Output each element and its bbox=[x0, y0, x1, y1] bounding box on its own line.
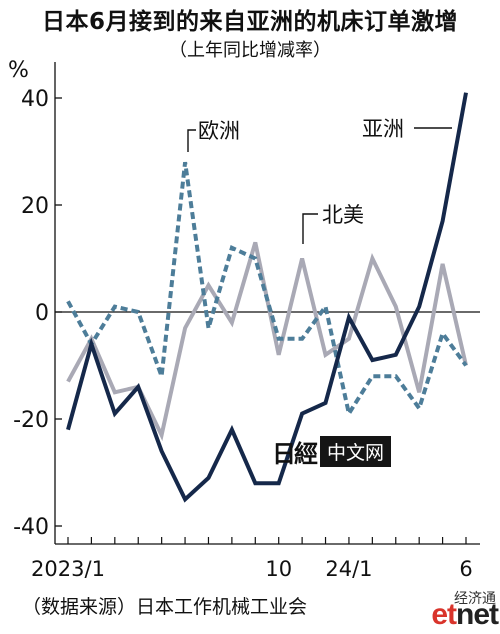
chart-subtitle: （上年同比增减率） bbox=[169, 40, 331, 61]
etnet-cn-name: 经济通 bbox=[454, 591, 496, 607]
y-tick-label: 20 bbox=[21, 194, 49, 219]
chart-title: 日本6月接到的来自亚洲的机床订单激增 bbox=[41, 9, 458, 35]
etnet-wordmark: etnet bbox=[431, 598, 499, 632]
etnet-logo-et: et bbox=[431, 598, 457, 631]
series-line-0 bbox=[66, 92, 468, 503]
nikkei-cn-label: 中文网 bbox=[320, 435, 392, 467]
data-source: （数据来源）日本工作机械工业会 bbox=[22, 596, 308, 618]
nikkei-logo: 日經 bbox=[272, 438, 318, 468]
y-tick-label: -40 bbox=[13, 515, 49, 540]
y-tick-label: -20 bbox=[13, 408, 49, 433]
series-label: 北美 bbox=[322, 203, 364, 227]
y-axis-unit: % bbox=[8, 58, 29, 83]
series-line-1 bbox=[66, 161, 468, 419]
etnet-logo-net: net bbox=[456, 598, 499, 631]
x-tick-label: 6 bbox=[459, 557, 472, 581]
x-tick-label: 10 bbox=[265, 557, 292, 581]
series-label: 亚洲 bbox=[362, 117, 404, 141]
etnet-logo: 经济通 etnet bbox=[398, 586, 499, 632]
x-tick-label: 2023/1 bbox=[31, 557, 105, 581]
series-layer bbox=[66, 92, 468, 503]
x-tick-label: 24/1 bbox=[325, 557, 372, 581]
legend-leader bbox=[302, 213, 318, 244]
series-label: 欧洲 bbox=[198, 119, 240, 143]
series-line-2 bbox=[66, 241, 468, 442]
axes: 40 20 0 -20 -40 2023/1 10 24/1 6 bbox=[13, 62, 480, 581]
legend-leader bbox=[187, 129, 196, 152]
y-tick-label: 40 bbox=[21, 87, 49, 112]
nikkei-watermark: 日經 中文网 bbox=[268, 435, 392, 468]
y-tick-label: 0 bbox=[35, 301, 49, 326]
